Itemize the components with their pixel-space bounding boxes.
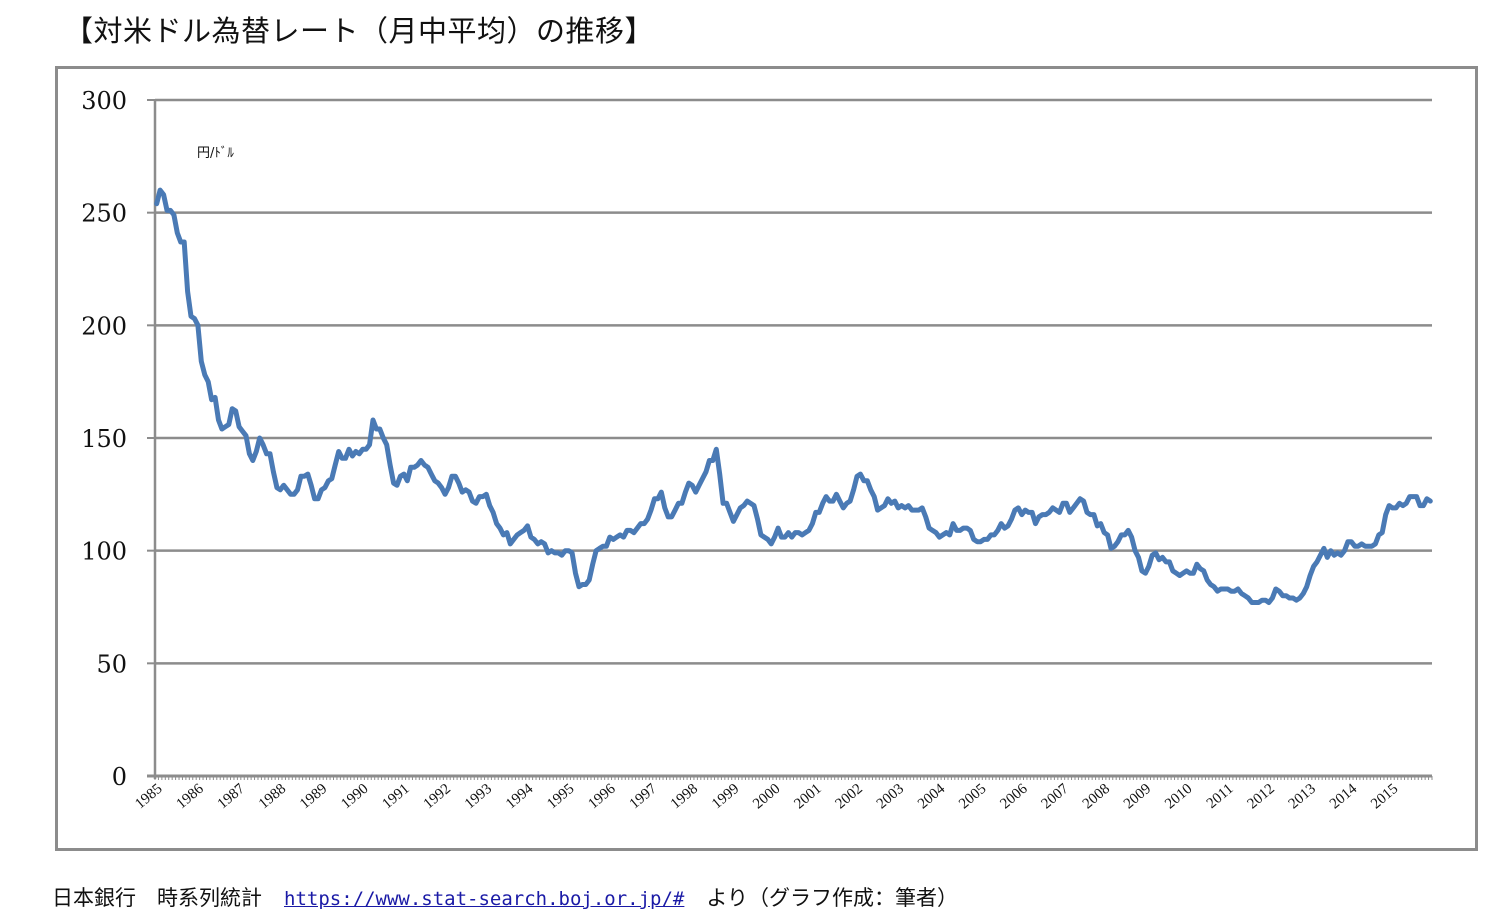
x-tick-label: 1995	[544, 781, 577, 813]
x-tick-label: 2010	[1162, 781, 1195, 813]
x-tick-label: 1985	[132, 781, 165, 813]
x-tick-label: 1994	[503, 780, 537, 812]
x-tick-label: 1991	[379, 781, 412, 813]
x-tick-label: 2012	[1245, 781, 1278, 813]
x-tick-label: 2002	[833, 781, 866, 813]
chart-frame	[55, 66, 1478, 851]
source-suffix: より（グラフ作成：筆者）	[706, 886, 958, 910]
y-tick-label: 0	[112, 763, 127, 791]
x-tick-label: 2000	[750, 781, 783, 813]
x-tick-label: 2014	[1327, 780, 1361, 812]
y-tick-label: 250	[81, 200, 127, 228]
x-tick-label: 1996	[585, 780, 619, 812]
axis-layer	[147, 99, 1433, 780]
x-tick-label: 2003	[874, 781, 907, 813]
x-tick-label: 1988	[256, 781, 289, 813]
x-tick-label: 1990	[338, 781, 371, 813]
x-tick-label: 2013	[1286, 781, 1319, 813]
x-tick-label: 1989	[297, 781, 330, 813]
x-tick-label: 2011	[1204, 781, 1237, 812]
source-footer: 日本銀行 時系列統計 https://www.stat-search.boj.or…	[52, 882, 958, 912]
x-tick-label: 1986	[173, 780, 207, 812]
y-tick-label: 100	[81, 538, 127, 566]
unit-label: 円/ﾄﾞﾙ	[197, 146, 234, 161]
x-tick-label: 1993	[462, 781, 495, 813]
x-tick-label: 1997	[627, 780, 661, 812]
x-tick-label: 1998	[668, 781, 701, 813]
source-link[interactable]: https://www.stat-search.boj.or.jp/#	[284, 888, 685, 910]
y-tick-label: 50	[96, 650, 127, 678]
series-layer	[154, 187, 1433, 605]
x-tick-label: 2004	[915, 780, 949, 812]
y-tick-label: 200	[81, 312, 127, 340]
x-tick-label: 1992	[421, 781, 454, 813]
grid-layer	[155, 98, 1432, 665]
y-tick-label: 150	[81, 425, 127, 453]
page-title: 【対米ドル為替レート（月中平均）の推移】	[64, 14, 655, 48]
y-tick-label: 300	[81, 87, 127, 115]
x-tick-label: 1999	[709, 781, 742, 813]
x-tick-label: 1987	[215, 780, 249, 812]
x-tick-label: 2007	[1039, 780, 1073, 812]
series-line	[154, 187, 1433, 605]
x-tick-label: 2009	[1121, 781, 1154, 813]
x-tick-label: 2008	[1080, 781, 1113, 813]
x-tick-label: 2001	[791, 781, 824, 813]
x-tick-label: 2006	[997, 780, 1031, 812]
x-tick-label: 2015	[1368, 781, 1401, 813]
x-tick-label: 2005	[956, 781, 989, 813]
source-prefix: 日本銀行 時系列統計	[52, 886, 262, 910]
